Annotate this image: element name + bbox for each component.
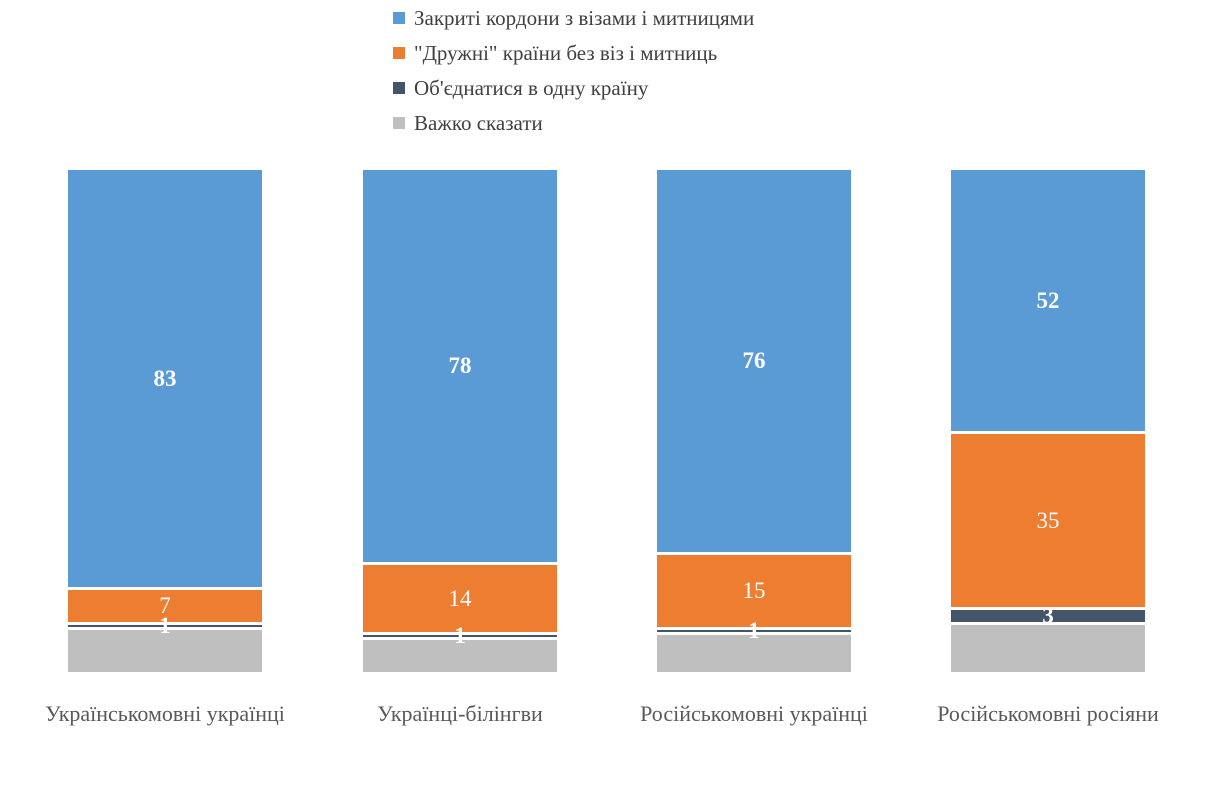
legend-label: Закриті кордони з візами і митницями	[414, 5, 755, 30]
value-label: 1	[159, 613, 171, 639]
legend-item-4: Важко сказати	[393, 111, 754, 135]
bar-4: 52 35 3	[951, 170, 1145, 672]
legend-item-2: "Дружні" країни без віз і митниць	[393, 41, 754, 65]
value-label: 14	[448, 585, 472, 611]
bar-segment-series-3: 3	[951, 604, 1145, 627]
legend-swatch-icon	[393, 82, 405, 94]
value-label: 1	[454, 623, 466, 649]
bar-3: 76 15 1	[657, 170, 851, 672]
value-label: 76	[742, 348, 766, 374]
bar-segment-series-4	[68, 626, 262, 672]
bar-segment-series-3: 1	[68, 614, 262, 637]
bar-2: 78 14 1	[363, 170, 557, 672]
value-label: 52	[1036, 288, 1060, 314]
bar-segment-series-1: 83	[68, 170, 262, 587]
value-label: 35	[1036, 507, 1060, 533]
legend-label: Важко сказати	[414, 110, 543, 135]
bar-segment-series-1: 78	[363, 170, 557, 562]
bar-segment-series-2: 7	[68, 586, 262, 622]
category-label: Російськомовні українці	[640, 701, 868, 726]
bar-1: 83 7 1	[68, 170, 262, 672]
legend-swatch-icon	[393, 117, 405, 129]
legend-label: Об'єднатися в одну країну	[414, 75, 649, 100]
category-label: Російськомовні росіяни	[937, 701, 1159, 726]
category-label: Українськомовні українці	[45, 701, 285, 726]
legend-swatch-icon	[393, 12, 405, 24]
bar-segment-series-3: 1	[363, 624, 557, 647]
value-label: 1	[748, 618, 760, 644]
value-label: 3	[1042, 603, 1054, 629]
bar-segment-series-3: 1	[657, 619, 851, 642]
bar-segment-series-4	[657, 631, 851, 672]
legend: Закриті кордони з візами і митницями "Дру…	[393, 6, 754, 146]
bar-segment-series-1: 52	[951, 170, 1145, 432]
bar-segment-series-2: 15	[657, 551, 851, 627]
bar-segment-series-2: 14	[363, 561, 557, 632]
bar-segment-series-4	[363, 636, 557, 672]
value-label: 78	[448, 353, 472, 379]
legend-swatch-icon	[393, 47, 405, 59]
legend-label: "Дружні" країни без віз і митниць	[414, 40, 718, 65]
value-label: 15	[742, 578, 766, 604]
bar-segment-series-1: 76	[657, 170, 851, 552]
category-label: Українці-білінгви	[377, 701, 543, 726]
value-label: 7	[159, 593, 171, 619]
bar-segment-series-2: 35	[951, 431, 1145, 607]
value-label: 83	[153, 365, 177, 391]
legend-item-3: Об'єднатися в одну країну	[393, 76, 754, 100]
bar-segment-series-4	[951, 621, 1145, 672]
legend-item-1: Закриті кордони з візами і митницями	[393, 6, 754, 30]
